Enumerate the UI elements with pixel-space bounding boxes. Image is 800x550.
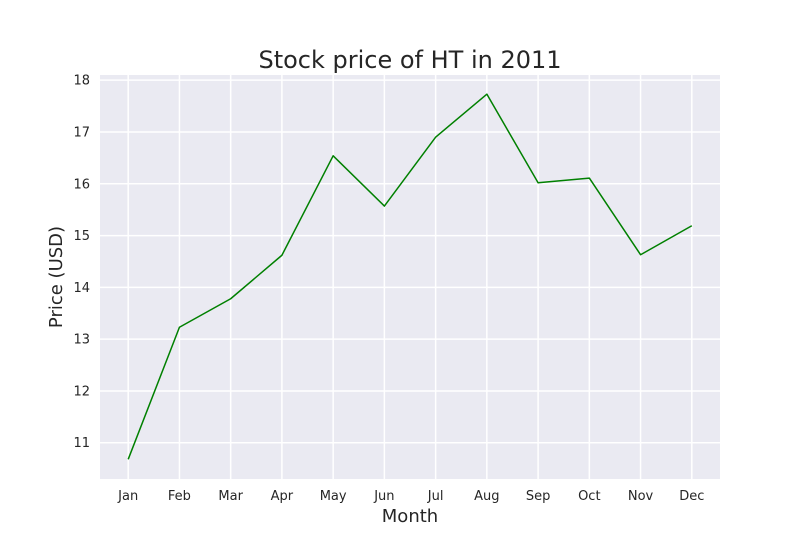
x-tick-label: Jul	[427, 489, 444, 504]
grid	[100, 75, 720, 479]
y-tick-label: 14	[73, 281, 90, 296]
y-tick-label: 16	[73, 177, 90, 192]
y-tick-label: 12	[73, 384, 90, 399]
series-line	[127, 93, 693, 460]
x-tick-label: Dec	[679, 489, 704, 504]
x-tick-label: Jun	[373, 489, 394, 504]
x-axis-ticks: Jan Feb Mar Apr May Jun Jul Aug Sep Oct Nov Dec	[117, 489, 704, 504]
x-tick-label: Aug	[474, 489, 499, 504]
y-tick-label: 18	[73, 74, 90, 89]
y-axis-ticks: 11 12 13 14 15 16 17 18	[73, 74, 90, 452]
x-tick-label: May	[320, 489, 347, 504]
y-axis-title: Price (USD)	[46, 226, 67, 328]
x-tick-label: Nov	[628, 489, 654, 504]
x-tick-label: Oct	[578, 489, 600, 504]
plot-area	[100, 75, 720, 479]
y-tick-label: 17	[73, 125, 90, 140]
x-tick-label: Sep	[526, 489, 551, 504]
x-axis-title: Month	[382, 506, 438, 527]
y-tick-label: 13	[73, 333, 90, 348]
x-tick-label: Feb	[168, 489, 191, 504]
series-price	[127, 93, 693, 460]
chart-title: Stock price of HT in 2011	[258, 46, 561, 74]
x-tick-label: Apr	[271, 489, 294, 504]
y-tick-label: 15	[73, 229, 90, 244]
y-tick-label: 11	[73, 436, 90, 451]
x-tick-label: Mar	[218, 489, 243, 504]
x-tick-label: Jan	[117, 489, 138, 504]
